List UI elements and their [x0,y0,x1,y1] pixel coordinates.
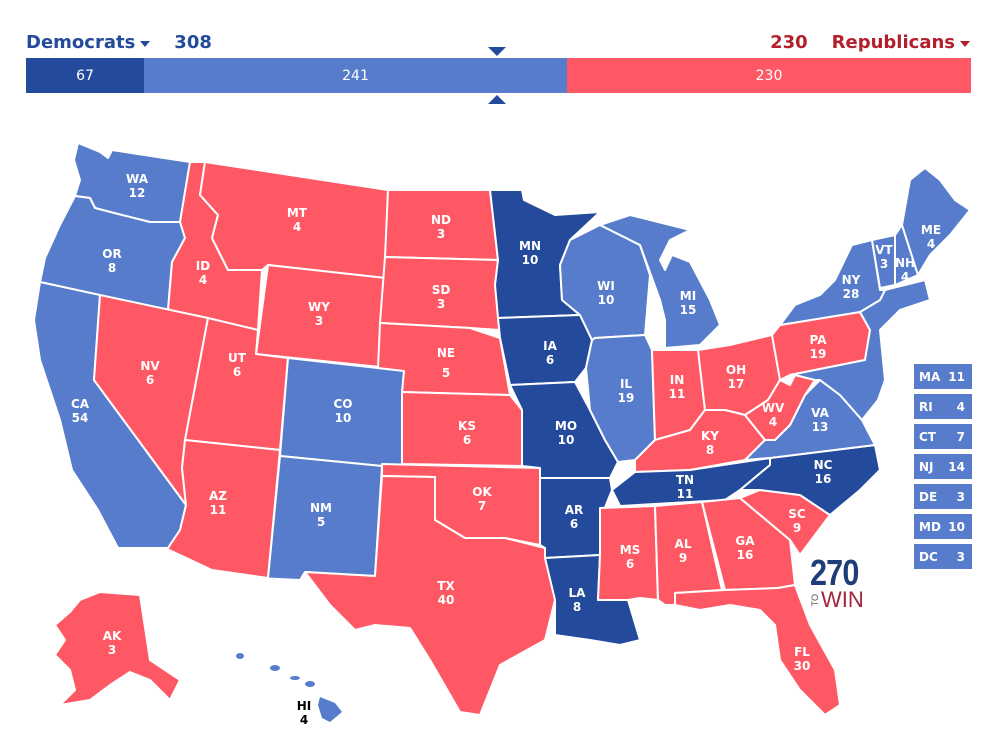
state-northeast-small[interactable] [789,279,931,421]
state-ak[interactable]: AK 3 [54,591,181,706]
state-box-ri[interactable]: RI 4 [914,394,972,419]
logo-number: 270 [810,552,859,593]
270towin-logo[interactable]: 270 TO WIN [810,555,880,615]
state-ms[interactable]: MS 6 [597,505,659,601]
republicans-total: 230 [770,32,808,53]
state-wy[interactable]: WY 3 [255,264,386,368]
democrats-header: Democrats 308 [26,32,212,53]
state-nd[interactable]: ND 3 [384,189,499,261]
state-box-de[interactable]: DE 3 [914,484,972,509]
logo-win: WIN [821,587,864,612]
state-ks[interactable]: KS 6 [401,391,523,467]
republicans-label: Republicans [831,32,955,53]
state-box-nj[interactable]: NJ 14 [914,454,972,479]
bar-safe-democrat: 67 [26,58,144,93]
democrats-label: Democrats [26,32,136,53]
state-box-ma[interactable]: MA 11 [914,364,972,389]
threshold-marker-bottom-icon [488,95,506,104]
small-states-list: MA 11 RI 4 CT 7 NJ 14 DE 3 MD 10 DC 3 [914,364,972,574]
state-box-ct[interactable]: CT 7 [914,424,972,449]
state-me[interactable]: ME 4 [901,167,971,276]
threshold-marker-top-icon [488,47,506,56]
state-box-dc[interactable]: DC 3 [914,544,972,569]
state-hi[interactable]: HI 4 [236,653,342,727]
caret-down-icon [140,40,151,47]
republicans-dropdown[interactable]: Republicans [832,32,970,53]
democrats-total: 308 [174,32,212,53]
bar-lean-democrat: 241 [144,58,567,93]
republicans-header: 230 Republicans [770,32,970,53]
state-mt[interactable]: MT 4 [199,161,389,279]
caret-down-icon [960,40,970,47]
svg-text:4: 4 [300,713,308,727]
electoral-vote-bar: 67 241 230 [26,58,971,93]
state-co[interactable]: CO 10 [279,357,406,469]
bar-republican: 230 [567,58,971,93]
state-ia[interactable]: IA 6 [497,314,593,386]
logo-to: TO [810,593,820,607]
state-box-md[interactable]: MD 10 [914,514,972,539]
svg-text:HI: HI [297,699,312,713]
democrats-dropdown[interactable]: Democrats [26,32,151,53]
state-sd[interactable]: SD 3 [379,256,501,331]
